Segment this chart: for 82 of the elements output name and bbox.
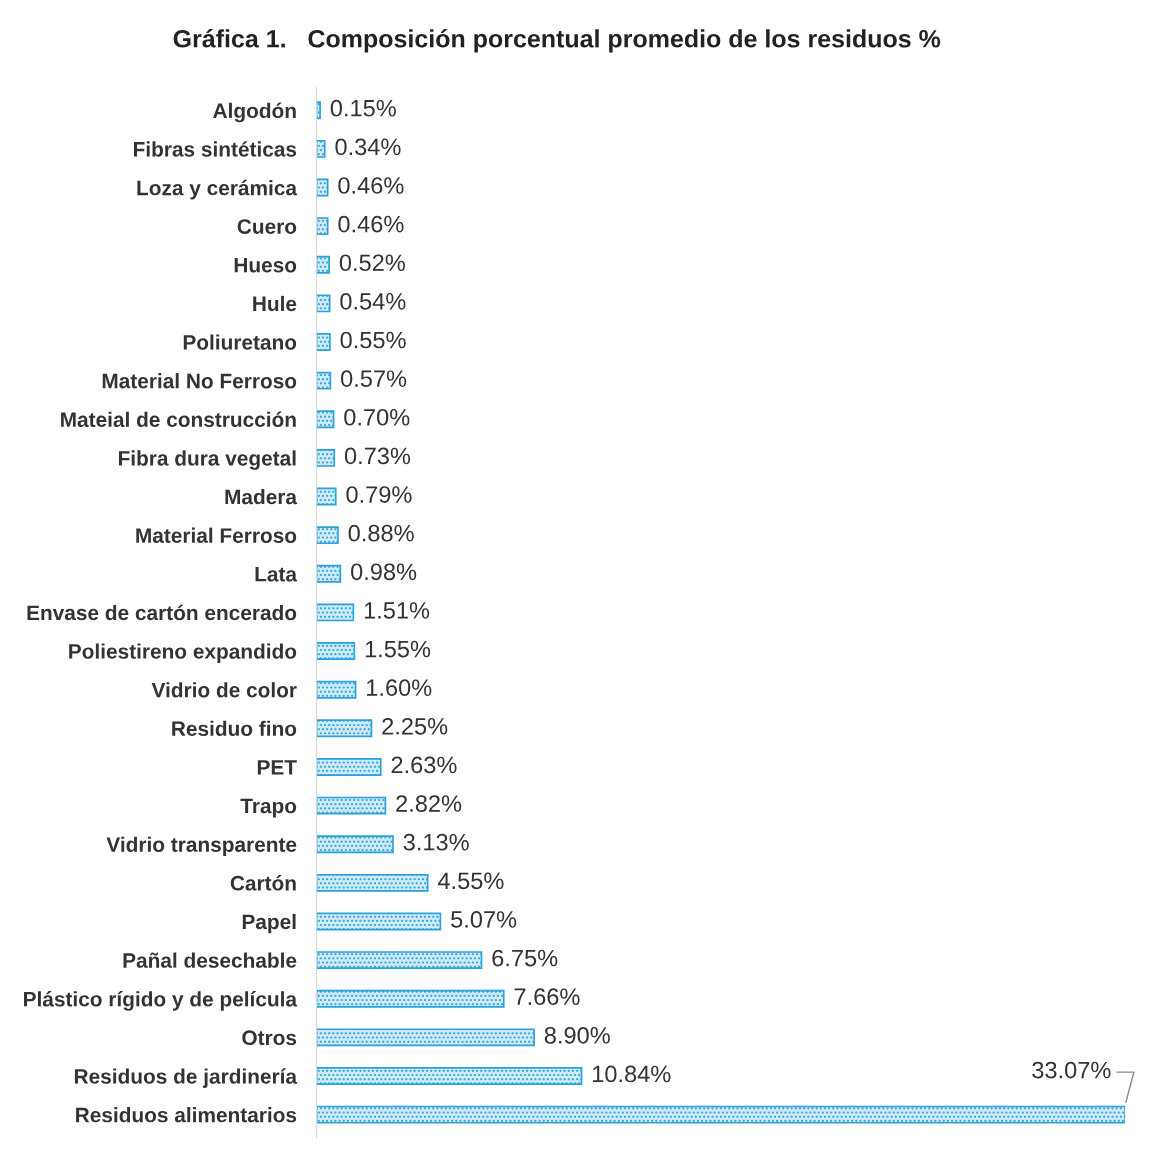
bar bbox=[316, 757, 382, 776]
y-tick-label: Cartón bbox=[230, 875, 296, 891]
y-tick-label: Poliestireno expandido bbox=[69, 643, 297, 663]
bar bbox=[316, 989, 505, 1008]
bar bbox=[316, 217, 329, 236]
data-label: 6.75% bbox=[492, 949, 558, 967]
y-tick-label: Fibras sintéticas bbox=[133, 141, 297, 157]
bar bbox=[316, 1028, 535, 1047]
y-tick-label: Vidrio de color bbox=[151, 682, 297, 698]
data-label: 3.13% bbox=[403, 833, 469, 851]
data-label: 0.15% bbox=[330, 99, 396, 117]
y-tick-label: Trapo bbox=[240, 798, 297, 818]
chart-title: Gráfica 1. Composición porcentual promedio de los residuos % bbox=[173, 29, 941, 53]
y-tick-label: Hule bbox=[253, 295, 297, 312]
data-label: 0.55% bbox=[340, 331, 406, 349]
y-tick-label: Lata bbox=[255, 567, 298, 582]
data-label: 1.55% bbox=[365, 640, 431, 658]
data-label: 0.57% bbox=[341, 370, 407, 387]
bar bbox=[316, 487, 337, 506]
bar bbox=[316, 333, 331, 351]
bar bbox=[316, 642, 356, 661]
y-tick-label: Cuero bbox=[237, 219, 297, 234]
data-label: 0.98% bbox=[351, 563, 417, 581]
y-tick-label: Residuo fino bbox=[172, 720, 297, 737]
bar bbox=[316, 912, 442, 931]
y-tick-label: Vidrio transparente bbox=[106, 836, 297, 857]
data-label: 0.73% bbox=[344, 447, 411, 465]
bar bbox=[316, 410, 335, 429]
bar bbox=[316, 951, 483, 970]
bar bbox=[316, 178, 329, 197]
bar bbox=[316, 796, 387, 815]
y-tick-label: Hueso bbox=[234, 257, 297, 273]
bar bbox=[316, 564, 342, 583]
bar bbox=[316, 448, 336, 467]
data-label: 1.60% bbox=[367, 679, 432, 697]
y-tick-label: Algodón bbox=[213, 102, 296, 123]
data-label: 2.63% bbox=[391, 756, 457, 774]
bar bbox=[316, 255, 330, 274]
y-tick-label: Residuos de jardinería bbox=[74, 1068, 298, 1088]
y-tick-label: Otros bbox=[242, 1030, 297, 1046]
data-label: 33.07% bbox=[1032, 1061, 1111, 1079]
data-label: 2.25% bbox=[382, 717, 448, 735]
bar bbox=[316, 101, 321, 120]
y-tick-label: Material Ferroso bbox=[136, 527, 297, 543]
bar bbox=[316, 526, 339, 545]
bar bbox=[316, 873, 429, 892]
y-tick-label: Mateial de construcción bbox=[61, 411, 296, 428]
bar bbox=[316, 1105, 1126, 1124]
bar bbox=[316, 1067, 583, 1085]
data-label: 0.34% bbox=[335, 138, 401, 156]
data-label: 1.51% bbox=[364, 602, 430, 619]
bar bbox=[316, 719, 373, 738]
y-tick-label: Loza y cerámica bbox=[137, 179, 298, 200]
data-label: 0.46% bbox=[338, 177, 404, 194]
data-label: 4.55% bbox=[437, 872, 504, 890]
data-label: 0.52% bbox=[339, 254, 405, 272]
bar bbox=[316, 294, 331, 313]
bar bbox=[316, 680, 357, 699]
data-label: 10.84% bbox=[593, 1065, 671, 1083]
bar bbox=[316, 139, 326, 158]
data-label: 5.07% bbox=[451, 911, 517, 928]
y-tick-label: Poliuretano bbox=[183, 334, 297, 350]
data-label: 7.66% bbox=[514, 988, 580, 1006]
bar bbox=[316, 603, 355, 622]
data-label: 0.70% bbox=[344, 408, 410, 426]
y-tick-label: Fibra dura vegetal bbox=[118, 450, 296, 470]
bar bbox=[316, 835, 394, 854]
data-label: 0.46% bbox=[338, 215, 404, 233]
y-tick-label: Madera bbox=[225, 488, 298, 505]
bar bbox=[316, 371, 332, 390]
data-label: 0.54% bbox=[340, 293, 406, 310]
y-tick-label: Envase de cartón encerado bbox=[27, 604, 297, 621]
y-tick-label: Papel bbox=[242, 913, 296, 934]
y-tick-label: Material No Ferroso bbox=[102, 373, 297, 389]
y-tick-label: Residuos alimentarios bbox=[76, 1107, 297, 1123]
y-tick-label: Plástico rígido y de película bbox=[24, 991, 298, 1011]
y-tick-label: Pañal desechable bbox=[123, 952, 297, 968]
data-label: 8.90% bbox=[544, 1026, 610, 1044]
data-label: 2.82% bbox=[396, 795, 462, 812]
y-tick-label: PET bbox=[257, 760, 297, 775]
data-label: 0.79% bbox=[346, 486, 412, 503]
data-label: 0.88% bbox=[348, 524, 414, 542]
